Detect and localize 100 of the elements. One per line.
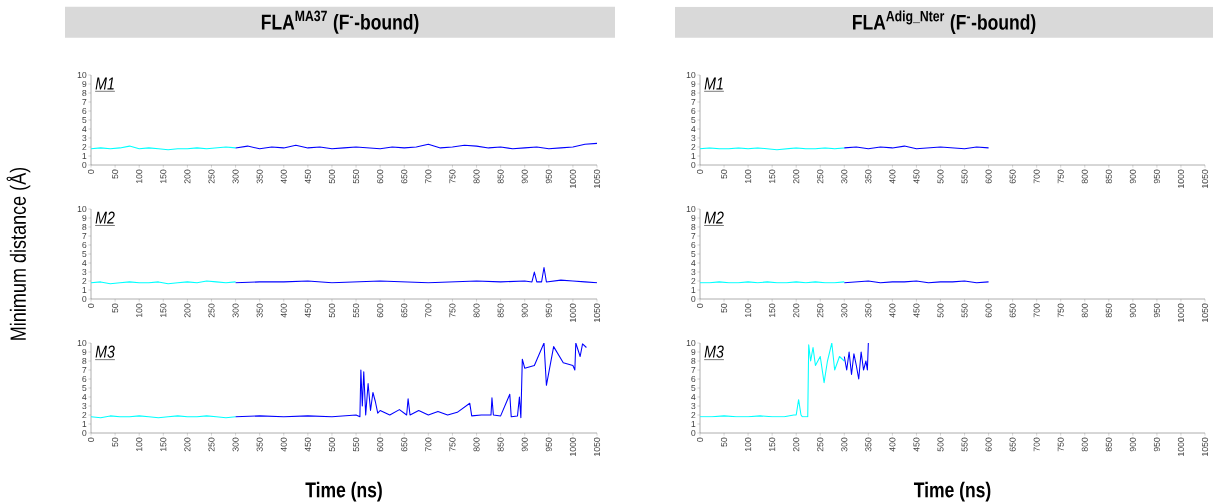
x-tick-label: 850 xyxy=(497,437,504,452)
y-tick-label: 9 xyxy=(82,348,87,356)
y-tick-label: 10 xyxy=(77,339,87,347)
y-tick-label: 9 xyxy=(82,80,87,88)
x-tick-label: 100 xyxy=(136,303,143,318)
x-tick-label: 1000 xyxy=(569,437,576,456)
x-axis-title: Time (ns) xyxy=(913,481,991,502)
x-tick-label: 800 xyxy=(473,303,480,318)
x-tick-label: 150 xyxy=(160,169,167,184)
x-tick-label: 50 xyxy=(112,303,119,313)
y-tick-label: 7 xyxy=(691,367,696,373)
x-tick-label: 800 xyxy=(1081,437,1088,452)
x-tick-label: 750 xyxy=(1057,303,1064,318)
x-tick-label: 600 xyxy=(377,437,384,452)
x-tick-label: 550 xyxy=(961,169,968,184)
x-tick-label: 550 xyxy=(961,303,968,318)
y-tick-label: 3 xyxy=(691,134,696,142)
x-tick-label: 650 xyxy=(1009,437,1016,452)
x-tick-label: 400 xyxy=(280,303,287,318)
x-tick-label: 700 xyxy=(425,303,432,318)
x-tick-label: 650 xyxy=(401,437,408,452)
x-tick-label: 500 xyxy=(328,303,336,318)
x-tick-label: 500 xyxy=(937,169,944,184)
x-tick-label: 200 xyxy=(793,303,800,318)
y-tick-label: 3 xyxy=(82,402,87,410)
y-tick-label: 1 xyxy=(691,421,696,427)
x-tick-label: 800 xyxy=(473,437,480,452)
x-tick-label: 1000 xyxy=(1177,169,1185,188)
x-tick-label: 850 xyxy=(1105,437,1112,452)
y-tick-label: 7 xyxy=(691,233,696,239)
y-tick-label: 6 xyxy=(82,241,87,249)
x-tick-label: 950 xyxy=(545,169,552,184)
y-tick-label: 2 xyxy=(82,411,87,419)
x-tick-label: 750 xyxy=(449,437,456,452)
x-tick-label: 200 xyxy=(184,437,191,452)
x-tick-label: 650 xyxy=(401,303,408,318)
x-tick-label: 350 xyxy=(865,437,872,452)
x-tick-label: 0 xyxy=(87,437,95,442)
y-tick-label: 2 xyxy=(691,277,696,285)
y-tick-label: 5 xyxy=(82,116,87,124)
x-tick-label: 300 xyxy=(232,169,239,184)
y-tick-label: 10 xyxy=(686,205,696,213)
y-tick-label: 7 xyxy=(691,99,696,105)
x-tick-label: 450 xyxy=(304,169,311,184)
x-tick-label: 600 xyxy=(377,169,384,184)
x-tick-label: 450 xyxy=(913,303,920,318)
x-tick-label: 600 xyxy=(377,303,384,318)
x-tick-label: 400 xyxy=(280,437,287,452)
y-tick-label: 8 xyxy=(691,89,696,97)
y-tick-label: 1 xyxy=(82,153,87,159)
y-tick-label: 5 xyxy=(82,384,87,392)
x-tick-label: 300 xyxy=(841,169,848,184)
x-tick-label: 50 xyxy=(721,303,728,313)
y-tick-label: 4 xyxy=(691,126,696,132)
x-tick-label: 750 xyxy=(1057,169,1064,184)
y-tick-label: 9 xyxy=(691,80,696,88)
x-tick-label: 150 xyxy=(160,303,167,318)
y-tick-label: 6 xyxy=(691,241,696,249)
y-tick-label: 6 xyxy=(691,107,696,115)
x-tick-label: 600 xyxy=(985,303,992,318)
x-tick-label: 200 xyxy=(184,303,191,318)
x-tick-label: 450 xyxy=(913,169,920,184)
x-tick-label: 1050 xyxy=(593,303,601,322)
y-tick-label: 8 xyxy=(82,357,87,365)
x-tick-label: 350 xyxy=(256,437,263,452)
x-tick-label: 1050 xyxy=(1201,303,1209,322)
x-tick-label: 350 xyxy=(256,303,263,318)
y-tick-label: 10 xyxy=(77,205,87,213)
x-tick-label: 950 xyxy=(545,437,552,452)
x-tick-label: 500 xyxy=(328,169,336,184)
x-tick-label: 900 xyxy=(521,169,528,184)
x-tick-label: 600 xyxy=(985,169,992,184)
y-tick-label: 7 xyxy=(82,233,87,239)
x-tick-label: 900 xyxy=(521,303,528,318)
x-tick-label: 150 xyxy=(769,437,776,452)
y-tick-label: 8 xyxy=(82,89,87,97)
y-tick-label: 2 xyxy=(691,411,696,419)
x-tick-label: 300 xyxy=(232,303,239,318)
x-tick-label: 850 xyxy=(497,169,504,184)
y-tick-label: 1 xyxy=(82,421,87,427)
x-tick-label: 200 xyxy=(184,169,191,184)
y-tick-label: 7 xyxy=(82,367,87,373)
annotation: M1 xyxy=(704,77,723,90)
x-tick-label: 150 xyxy=(769,303,776,318)
x-tick-label: 1000 xyxy=(1177,437,1185,456)
x-tick-label: 100 xyxy=(136,169,143,184)
x-tick-label: 750 xyxy=(1057,437,1064,452)
x-tick-label: 800 xyxy=(473,169,480,184)
x-tick-label: 700 xyxy=(1033,303,1040,318)
x-tick-label: 1050 xyxy=(593,169,601,188)
y-tick-label: 10 xyxy=(686,71,696,79)
x-tick-label: 850 xyxy=(497,303,504,318)
y-tick-label: 0 xyxy=(82,429,87,437)
x-tick-label: 100 xyxy=(745,169,752,184)
y-tick-label: 10 xyxy=(686,339,696,347)
y-tick-label: 3 xyxy=(82,134,87,142)
x-tick-label: 800 xyxy=(1081,303,1088,318)
y-tick-label: 3 xyxy=(691,402,696,410)
x-axis-title: Time (ns) xyxy=(305,481,382,502)
x-tick-label: 750 xyxy=(449,169,456,184)
